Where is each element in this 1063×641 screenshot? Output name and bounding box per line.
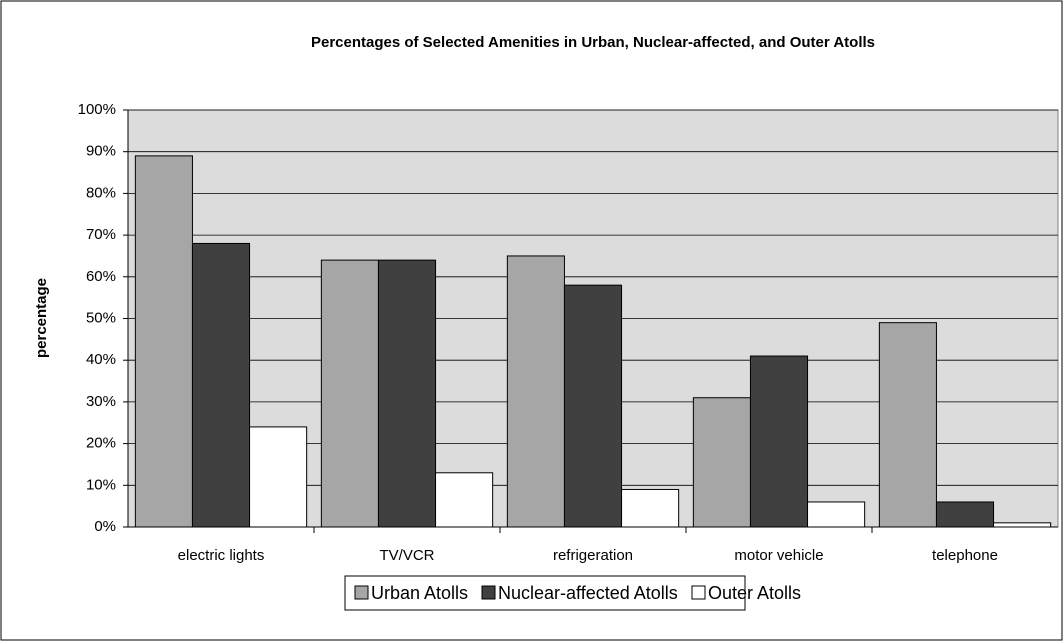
y-tick-label: 0% [94, 518, 116, 535]
legend-label: Urban Atolls [371, 583, 468, 603]
bar [935, 501, 995, 528]
bar [621, 488, 680, 528]
legend-swatch [481, 585, 496, 600]
bar [993, 522, 1052, 528]
y-tick-label: 50% [86, 309, 116, 326]
y-tick-label: 30% [86, 393, 116, 410]
bar [134, 155, 193, 528]
bar [506, 255, 565, 528]
chart-title: Percentages of Selected Amenities in Urb… [311, 34, 875, 51]
legend-label: Nuclear-affected Atolls [498, 583, 678, 603]
y-tick-label: 100% [78, 101, 116, 118]
y-tick-label: 80% [86, 184, 116, 201]
bar [692, 397, 751, 528]
y-tick-label: 20% [86, 435, 116, 452]
x-tick-label: electric lights [178, 547, 265, 564]
bar [320, 259, 379, 528]
x-tick-label: motor vehicle [734, 547, 823, 564]
x-tick-label: TV/VCR [379, 547, 434, 564]
y-tick-label: 10% [86, 476, 116, 493]
y-tick-label: 60% [86, 268, 116, 285]
y-tick-label: 90% [86, 143, 116, 160]
bar [878, 322, 937, 528]
bar [377, 259, 437, 528]
bar [249, 426, 308, 528]
y-axis-label: percentage [33, 278, 50, 358]
bar [749, 355, 809, 528]
x-tick-label: refrigeration [553, 547, 633, 564]
y-tick-label: 40% [86, 351, 116, 368]
legend-label: Outer Atolls [708, 583, 801, 603]
legend [344, 575, 746, 611]
x-tick-label: telephone [932, 547, 998, 564]
y-tick-label: 70% [86, 226, 116, 243]
bar [563, 284, 623, 528]
bar [191, 242, 251, 528]
bar [435, 472, 494, 528]
bar [807, 501, 866, 528]
legend-swatch [691, 585, 706, 600]
legend-swatch [354, 585, 369, 600]
